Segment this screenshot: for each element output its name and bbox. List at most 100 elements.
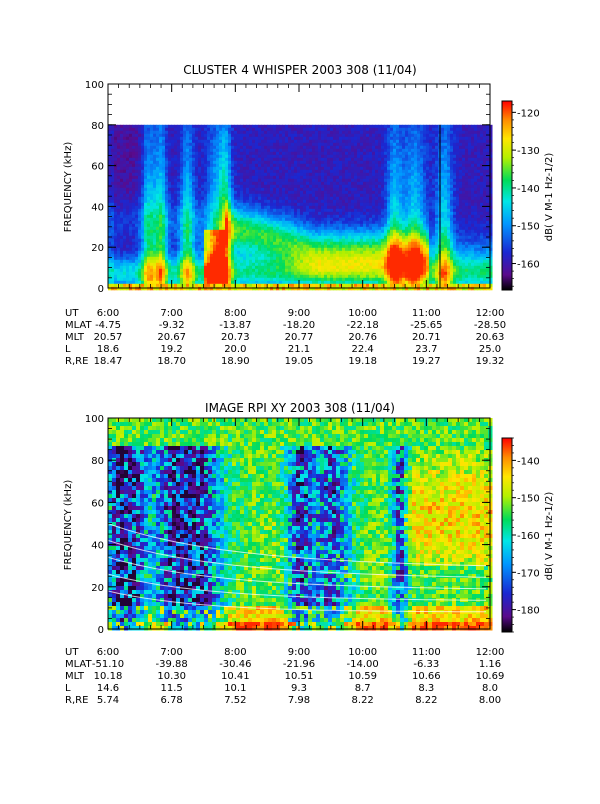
spectrogram-cell	[249, 247, 253, 252]
spectrogram-cell	[294, 214, 298, 219]
spectrogram-cell	[120, 169, 124, 174]
spectrogram-cell	[324, 178, 328, 183]
spectrogram-cell	[168, 265, 172, 270]
spectrogram-cell	[171, 241, 175, 246]
spectrogram-cell	[147, 169, 151, 174]
spectrogram-cell	[132, 262, 136, 267]
spectrogram-cell	[291, 241, 295, 246]
spectrogram-cell	[237, 241, 241, 246]
spectrogram-cell	[348, 160, 352, 165]
spectrogram-cell	[162, 265, 166, 270]
spectrogram-cell	[348, 208, 352, 213]
spectrogram-cell	[165, 202, 169, 207]
spectrogram-cell	[243, 208, 247, 213]
spectrogram-cell	[249, 241, 253, 246]
spectrogram-cell	[288, 208, 292, 213]
spectrogram-cell	[120, 193, 124, 198]
spectrogram-cell	[207, 130, 211, 135]
spectrogram-cell	[186, 175, 190, 180]
spectrogram-cell	[222, 154, 226, 159]
spectrogram-cell	[327, 232, 331, 237]
spectrogram-cell	[333, 178, 337, 183]
spectrogram-cell	[150, 211, 154, 216]
spectrogram-cell	[375, 250, 379, 255]
spectrogram-cell	[213, 148, 217, 153]
spectrogram-cell	[342, 262, 346, 267]
spectrogram-cell	[345, 286, 349, 291]
spectrogram-cell	[216, 178, 220, 183]
spectrogram-cell	[231, 277, 235, 282]
spectrogram-cell	[168, 124, 172, 129]
spectrogram-cell	[306, 232, 310, 237]
spectrogram-cell	[141, 283, 145, 288]
spectrogram-cell	[363, 130, 367, 135]
spectrogram-cell	[369, 274, 373, 279]
spectrogram-cell	[273, 178, 277, 183]
spectrogram-cell	[243, 160, 247, 165]
spectrogram-cell	[249, 151, 253, 156]
spectrogram-cell	[213, 253, 217, 258]
spectrogram-cell	[123, 136, 127, 141]
spectrogram-cell	[129, 181, 133, 186]
spectrogram-cell	[195, 199, 199, 204]
spectrogram-cell	[108, 226, 112, 231]
spectrogram-cell	[114, 214, 118, 219]
spectrogram-cell	[312, 166, 316, 171]
spectrogram-cell	[228, 232, 232, 237]
spectrogram-cell	[186, 127, 190, 132]
spectrogram-cell	[153, 202, 157, 207]
spectrogram-cell	[378, 136, 382, 141]
spectrogram-cell	[123, 130, 127, 135]
spectrogram-cell	[147, 274, 151, 279]
spectrogram-cell	[141, 235, 145, 240]
spectrogram-cell	[327, 235, 331, 240]
spectrogram-cell	[108, 271, 112, 276]
spectrogram-cell	[171, 124, 175, 129]
spectrogram-cell	[273, 232, 277, 237]
spectrogram-cell	[108, 211, 112, 216]
spectrogram-cell	[243, 130, 247, 135]
spectrogram-cell	[306, 160, 310, 165]
cluster-panel: CLUSTER 4 WHISPER 2003 308 (11/04) FREQU…	[63, 63, 555, 367]
spectrogram-cell	[207, 199, 211, 204]
spectrogram-cell	[279, 280, 283, 285]
spectrogram-cell	[162, 139, 166, 144]
spectrogram-cell	[201, 283, 205, 288]
spectrogram-cell	[153, 265, 157, 270]
spectrogram-cell	[222, 253, 226, 258]
spectrogram-cell	[180, 247, 184, 252]
spectrogram-cell	[243, 247, 247, 252]
spectrogram-cell	[285, 190, 289, 195]
spectrogram-cell	[351, 208, 355, 213]
spectrogram-cell	[348, 175, 352, 180]
spectrogram-cell	[123, 148, 127, 153]
spectrogram-cell	[198, 277, 202, 282]
spectrogram-cell	[174, 190, 178, 195]
spectrogram-cell	[147, 244, 151, 249]
spectrogram-cell	[375, 244, 379, 249]
spectrogram-cell	[333, 148, 337, 153]
spectrogram-cell	[285, 274, 289, 279]
spectrogram-cell	[159, 208, 163, 213]
spectrogram-cell	[195, 223, 199, 228]
spectrogram-cell	[321, 172, 325, 177]
spectrogram-cell	[285, 193, 289, 198]
spectrogram-cell	[303, 283, 307, 288]
spectrogram-cell	[237, 130, 241, 135]
spectrogram-cell	[360, 172, 364, 177]
spectrogram-cell	[135, 202, 139, 207]
spectrogram-cell	[168, 238, 172, 243]
spectrogram-cell	[372, 163, 376, 168]
spectrogram-cell	[354, 226, 358, 231]
spectrogram-cell	[201, 244, 205, 249]
spectrogram-cell	[306, 271, 310, 276]
spectrogram-cell	[351, 274, 355, 279]
spectrogram-cell	[159, 274, 163, 279]
spectrogram-cell	[234, 202, 238, 207]
spectrogram-cell	[108, 133, 112, 138]
spectrogram-cell	[231, 220, 235, 225]
spectrogram-cell	[273, 160, 277, 165]
spectrogram-cell	[174, 250, 178, 255]
spectrogram-cell	[306, 145, 310, 150]
spectrogram-cell	[264, 157, 268, 162]
